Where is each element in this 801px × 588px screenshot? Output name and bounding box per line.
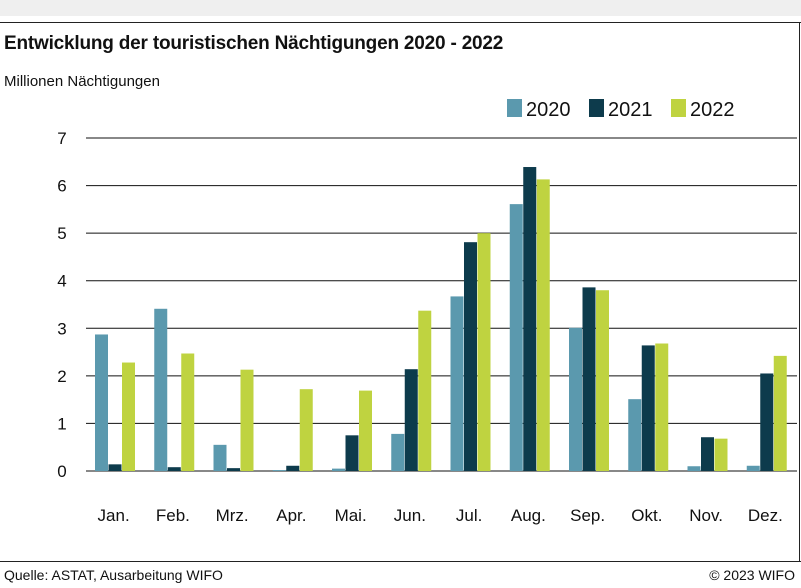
bar-2021-8 (582, 287, 596, 471)
bar-2021-7 (523, 167, 537, 472)
x-tick-label: Okt. (631, 506, 662, 525)
x-tick-label: Jul. (456, 506, 482, 525)
top-rule (0, 22, 801, 23)
bar-2022-5 (418, 310, 432, 471)
bar-2021-5 (404, 369, 418, 471)
bar-2021-9 (641, 345, 655, 471)
bar-2020-10 (687, 466, 701, 471)
bar-2021-10 (701, 437, 714, 471)
legend-label: 2022 (690, 99, 735, 121)
bar-2022-1 (181, 353, 195, 471)
x-tick-label: Jun. (394, 506, 426, 525)
x-tick-label: Jan. (98, 506, 130, 525)
legend-label: 2021 (608, 99, 653, 121)
bar-2022-11 (773, 355, 787, 471)
chart-title: Entwicklung der touristischen Nächtigung… (4, 33, 504, 54)
x-tick-label: Aug. (511, 506, 546, 525)
bar-2021-1 (167, 467, 181, 471)
bar-2020-1 (154, 308, 168, 471)
bar-2020-4 (332, 468, 345, 471)
bar-2020-8 (569, 327, 582, 471)
y-tick-label: 7 (57, 129, 66, 148)
y-tick-label: 6 (57, 177, 66, 196)
bar-2022-0 (122, 362, 135, 471)
top-band (0, 0, 801, 16)
x-tick-label: Mrz. (216, 506, 249, 525)
copyright-note: © 2023 WIFO (709, 567, 795, 583)
legend: 2020 2021 2022 (507, 99, 735, 121)
bar-2020-6 (450, 296, 464, 471)
legend-label: 2020 (526, 99, 571, 121)
bar-2021-3 (286, 465, 300, 471)
bar-2022-6 (477, 233, 491, 471)
bar-2022-2 (240, 369, 254, 471)
y-tick-label: 0 (57, 462, 66, 481)
y-axis-unit-label: Millionen Nächtigungen (4, 73, 160, 90)
y-tick-label: 4 (57, 272, 66, 291)
bar-2022-9 (655, 343, 669, 471)
bar-2021-6 (464, 242, 477, 471)
source-note: Quelle: ASTAT, Ausarbeitung WIFO (4, 567, 223, 583)
bar-2020-11 (746, 465, 760, 471)
bar-2022-3 (299, 389, 313, 471)
bar-2020-5 (391, 433, 405, 471)
bar-2020-9 (628, 399, 642, 471)
bar-2022-8 (596, 290, 609, 471)
legend-swatch-2021 (589, 99, 604, 117)
legend-swatch-2020 (507, 99, 522, 117)
x-tick-label: Feb. (156, 506, 190, 525)
x-tick-label: Mai. (335, 506, 367, 525)
bar-2021-11 (760, 373, 774, 471)
right-border (799, 22, 800, 561)
bar-2022-4 (359, 390, 372, 471)
bar-2021-4 (345, 435, 359, 471)
x-tick-label: Dez. (748, 506, 783, 525)
legend-swatch-2022 (671, 99, 686, 117)
bar-chart: 0 1 2 3 4 5 6 7 Jan. Feb. Mrz. Apr. Mai. Jun. Jul. Aug… (57, 99, 797, 525)
x-tick-label: Nov. (689, 506, 723, 525)
bar-2021-2 (227, 468, 240, 471)
bars (95, 167, 787, 472)
bar-2020-0 (95, 334, 108, 471)
x-axis-ticks: Jan. Feb. Mrz. Apr. Mai. Jun. Jul. Aug. Sep. Okt.… (98, 506, 783, 525)
y-tick-label: 5 (57, 224, 66, 243)
x-tick-label: Sep. (570, 506, 605, 525)
bar-2020-7 (509, 204, 523, 472)
bottom-rule (0, 561, 801, 562)
gridlines (86, 137, 797, 472)
bar-2020-2 (213, 444, 227, 471)
bar-2020-3 (272, 470, 286, 471)
y-axis-ticks: 0 1 2 3 4 5 6 7 (57, 129, 66, 481)
y-tick-label: 3 (57, 319, 66, 338)
x-tick-label: Apr. (276, 506, 306, 525)
bar-2021-0 (108, 464, 122, 471)
bar-2022-7 (536, 179, 550, 471)
y-tick-label: 1 (57, 414, 66, 433)
bar-2022-10 (714, 438, 728, 471)
y-tick-label: 2 (57, 367, 66, 386)
